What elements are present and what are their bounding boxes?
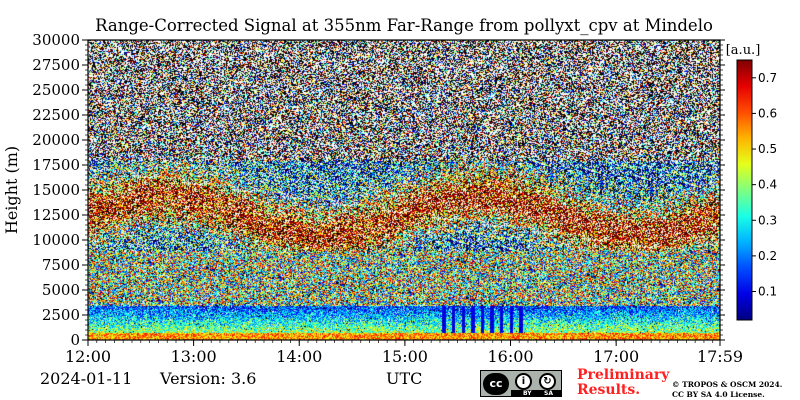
y-tick-label: 5000 xyxy=(42,281,80,299)
y-tick-label: 0 xyxy=(70,331,80,349)
cc-by-text: BY xyxy=(523,390,532,397)
copyright-line1: © TROPOS & OSCM 2024. xyxy=(672,380,783,389)
x-tick-label: 12:00 xyxy=(65,347,111,366)
y-axis-label: Height (m) xyxy=(2,146,21,234)
x-tick-label: 17:59 xyxy=(697,347,743,366)
heatmap-image xyxy=(88,40,720,340)
colorbar-tick-label: 0.3 xyxy=(758,213,777,227)
share-alike-icon: ↻ xyxy=(539,373,556,390)
y-tick-label: 17500 xyxy=(32,156,80,174)
y-tick-label: 2500 xyxy=(42,306,80,324)
colorbar-rect xyxy=(736,59,753,321)
colorbar-tick-label: 0.2 xyxy=(758,249,777,263)
copyright-note: © TROPOS & OSCM 2024. CC BY SA 4.0 Licen… xyxy=(672,380,782,400)
y-tick-label: 12500 xyxy=(32,206,80,224)
chart-title: Range-Corrected Signal at 355nm Far-Rang… xyxy=(95,16,713,35)
copyright-line2: CC BY SA 4.0 License. xyxy=(672,390,765,399)
x-tick-label: 15:00 xyxy=(382,347,428,366)
preliminary-line1: Preliminary xyxy=(577,367,670,383)
date-label: 2024-01-11 xyxy=(40,369,133,388)
cc-sa-text: SA xyxy=(544,390,553,397)
colorbar-tick-label: 0.7 xyxy=(758,71,777,85)
y-tick-label: 10000 xyxy=(32,231,80,249)
preliminary-note: Preliminary Results. xyxy=(577,368,669,398)
version-label: Version: 3.6 xyxy=(160,369,257,388)
colorbar-tick-label: 0.4 xyxy=(758,178,777,192)
y-tick-label: 15000 xyxy=(32,181,80,199)
x-axis: 12:00 13:00 14:00 15:00 16:00 17:00 17:59 xyxy=(65,340,743,366)
y-tick-label: 22500 xyxy=(32,106,80,124)
cc-badge-bar: BY SA xyxy=(511,390,561,397)
colorbar-label: [a.u.] xyxy=(726,43,761,58)
x-axis-unit: UTC xyxy=(386,369,423,388)
plot-frame xyxy=(87,39,721,341)
colorbar: 0.1 0.2 0.3 0.4 0.5 0.6 0.7 xyxy=(736,59,777,321)
cc-logo-icon: cc xyxy=(483,373,509,395)
y-tick-label: 25000 xyxy=(32,81,80,99)
x-tick-label: 17:00 xyxy=(593,347,639,366)
cc-license-badge: cc i ↻ BY SA xyxy=(480,370,562,397)
preliminary-line2: Results. xyxy=(577,382,641,398)
x-tick-label: 14:00 xyxy=(276,347,322,366)
person-icon: i xyxy=(515,373,532,390)
x-tick-label: 16:00 xyxy=(487,347,533,366)
y-tick-label: 30000 xyxy=(32,31,80,49)
y-tick-label: 27500 xyxy=(32,56,80,74)
colorbar-tick-label: 0.6 xyxy=(758,106,777,120)
y-tick-label: 20000 xyxy=(32,131,80,149)
colorbar-tick-label: 0.5 xyxy=(758,142,777,156)
plot-border xyxy=(87,39,721,341)
x-tick-label: 13:00 xyxy=(171,347,217,366)
colorbar-tick-label: 0.1 xyxy=(758,285,777,299)
y-tick-label: 7500 xyxy=(42,256,80,274)
